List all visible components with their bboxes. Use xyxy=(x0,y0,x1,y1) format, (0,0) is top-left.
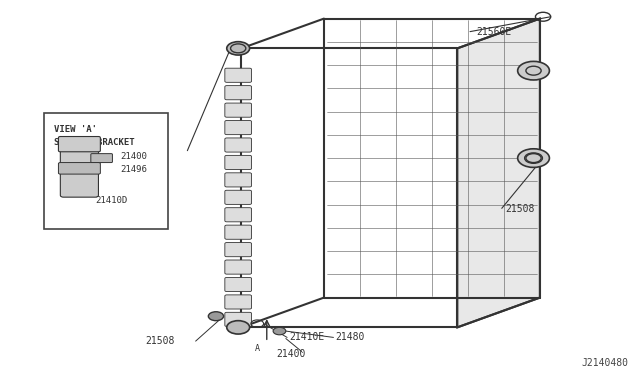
FancyBboxPatch shape xyxy=(91,154,113,163)
Text: 21560E: 21560E xyxy=(476,28,511,37)
Text: 21410E: 21410E xyxy=(289,333,324,342)
FancyBboxPatch shape xyxy=(225,225,252,239)
Polygon shape xyxy=(458,19,540,327)
FancyBboxPatch shape xyxy=(60,145,99,197)
FancyBboxPatch shape xyxy=(225,312,252,327)
Text: J2140480: J2140480 xyxy=(581,358,628,368)
FancyBboxPatch shape xyxy=(225,68,252,82)
Circle shape xyxy=(518,149,549,167)
FancyBboxPatch shape xyxy=(225,138,252,152)
FancyBboxPatch shape xyxy=(225,173,252,187)
Text: 21480: 21480 xyxy=(335,333,365,342)
Text: A: A xyxy=(255,344,260,353)
FancyBboxPatch shape xyxy=(225,260,252,274)
Circle shape xyxy=(227,42,250,55)
FancyBboxPatch shape xyxy=(225,295,252,309)
Circle shape xyxy=(273,327,286,335)
Text: VIEW 'A': VIEW 'A' xyxy=(54,125,97,134)
Circle shape xyxy=(518,61,549,80)
FancyBboxPatch shape xyxy=(225,103,252,117)
FancyBboxPatch shape xyxy=(225,243,252,257)
Circle shape xyxy=(62,200,77,209)
FancyBboxPatch shape xyxy=(225,121,252,135)
FancyBboxPatch shape xyxy=(225,208,252,222)
Text: SERVICE BRACKET: SERVICE BRACKET xyxy=(54,138,134,147)
FancyBboxPatch shape xyxy=(225,86,252,100)
Text: 21496: 21496 xyxy=(121,165,148,174)
Circle shape xyxy=(227,321,250,334)
FancyBboxPatch shape xyxy=(225,190,252,204)
Circle shape xyxy=(209,312,223,321)
FancyBboxPatch shape xyxy=(58,137,100,152)
Text: 21400: 21400 xyxy=(276,349,306,359)
FancyBboxPatch shape xyxy=(225,155,252,170)
FancyBboxPatch shape xyxy=(225,278,252,292)
FancyBboxPatch shape xyxy=(58,163,100,174)
Text: 21410D: 21410D xyxy=(95,196,127,205)
Text: 21508: 21508 xyxy=(145,336,174,346)
Text: 21508: 21508 xyxy=(505,205,534,214)
Text: 21560E: 21560E xyxy=(118,146,153,155)
Text: 21400: 21400 xyxy=(121,152,148,161)
Bar xyxy=(44,113,168,229)
